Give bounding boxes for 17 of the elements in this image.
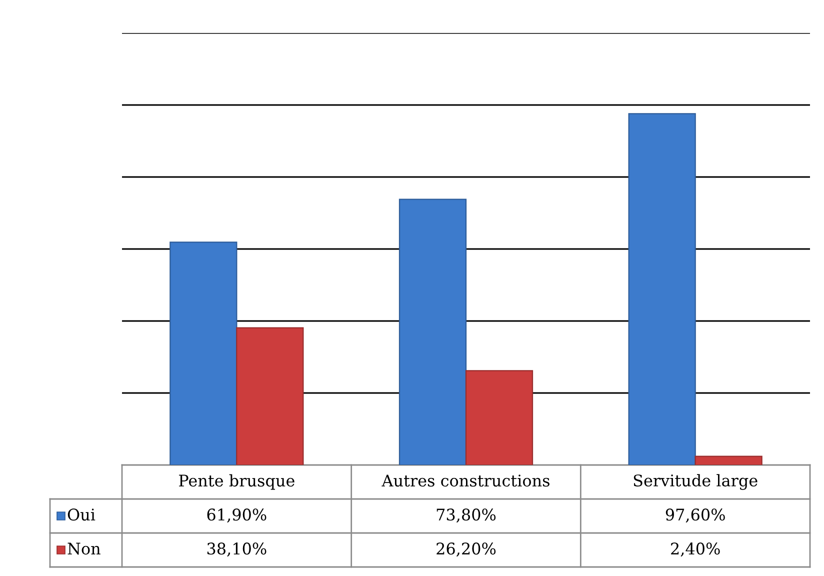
data-label: 97,60% [666,508,725,523]
data-label: 73,80% [436,508,496,523]
x-tick-label: Servitude large [634,474,758,490]
bar [628,113,696,465]
data-label: 2,40% [671,542,720,557]
data-label: 38,10% [207,542,266,557]
bar [465,370,534,465]
bar [398,198,467,465]
data-label: 61,90% [207,508,266,523]
x-tick-label: Pente brusque [179,474,294,490]
bar [170,242,238,465]
bar [694,456,762,465]
x-tick-label: Autres constructions [382,474,550,487]
legend-label: Oui [68,508,96,521]
legend-label: Non [68,542,100,555]
data-label: 26,20% [436,542,496,557]
bar [236,327,304,465]
